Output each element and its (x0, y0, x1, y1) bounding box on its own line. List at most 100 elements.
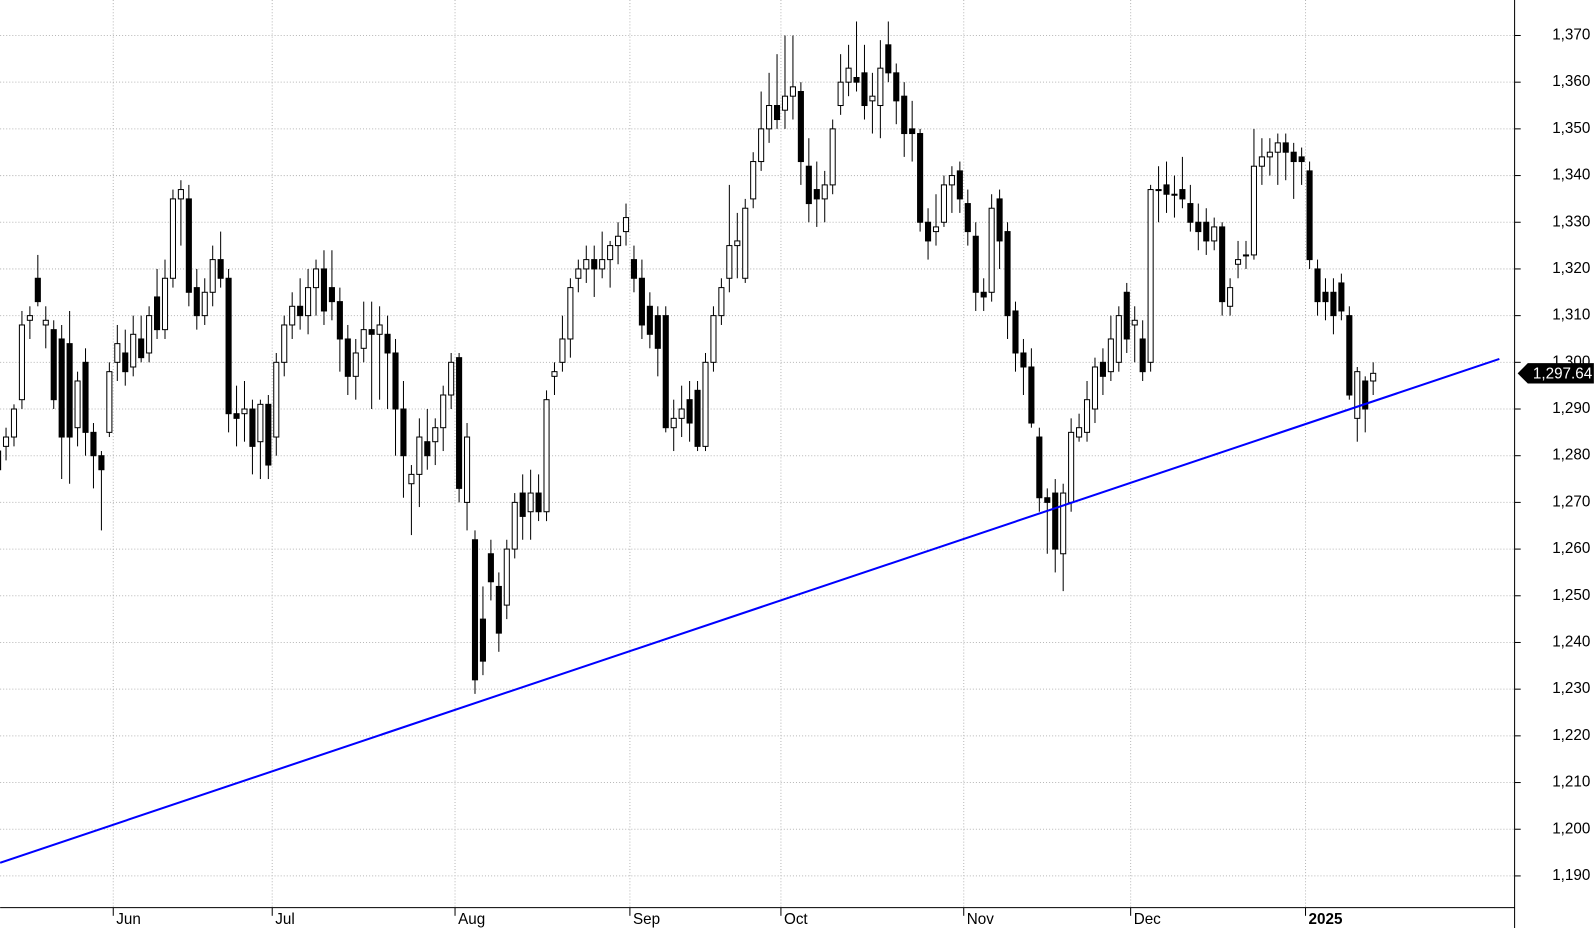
candle-body (1298, 156, 1305, 163)
candle-body (344, 338, 351, 377)
candle-body (980, 291, 987, 298)
candle-body (1322, 291, 1329, 303)
candle-body (726, 245, 733, 279)
candle-body (177, 189, 184, 200)
candle-body (1290, 151, 1297, 163)
candle-body (988, 207, 995, 293)
candle-body (1346, 315, 1353, 396)
y-tick-label: 1,290 (1552, 400, 1590, 417)
candle-body (376, 324, 383, 335)
overlay (0, 357, 1500, 864)
candle-body (352, 352, 359, 377)
candle-body (328, 287, 335, 303)
candle-body (615, 235, 622, 247)
candle-body (1274, 142, 1281, 153)
candle-body (797, 91, 804, 163)
candle-body (1354, 371, 1361, 419)
candle-body (805, 165, 812, 205)
candle-body (599, 259, 606, 270)
y-tick-label: 1,190 (1552, 867, 1590, 884)
candle-body (1306, 170, 1313, 261)
candle-body (368, 329, 375, 335)
x-tick-label: Aug (458, 911, 485, 928)
candle-body (877, 67, 884, 107)
candle-body (734, 240, 741, 247)
candle-body (1187, 203, 1194, 223)
candle-body (710, 315, 717, 363)
candle-body (1036, 436, 1043, 499)
candle-body (1163, 184, 1170, 195)
candle-body (1068, 431, 1075, 503)
candle-body (821, 184, 828, 200)
candle-body (169, 198, 177, 279)
candle-body (1131, 319, 1138, 326)
candle-body (130, 333, 137, 368)
candle-body (495, 585, 502, 634)
candles (0, 21, 1377, 694)
candle-body (917, 133, 924, 223)
candle-body (392, 352, 399, 410)
candle-body (837, 81, 844, 107)
candle-body (122, 352, 129, 373)
candle-body (18, 324, 25, 401)
candle-body (559, 338, 566, 363)
candle-body (114, 343, 121, 363)
candle-body (2, 436, 10, 447)
y-tick-label: 1,240 (1552, 633, 1590, 650)
candle-body (861, 72, 868, 107)
candle-body (853, 76, 860, 83)
candle-body (543, 399, 550, 513)
candle-body (829, 128, 836, 186)
y-tick-label: 1,340 (1552, 167, 1590, 184)
candle-body (940, 184, 948, 223)
candle-body (66, 343, 73, 438)
candle-body (265, 403, 272, 466)
y-tick-label: 1,270 (1552, 493, 1590, 510)
candle-body (1052, 492, 1059, 550)
candle-body (249, 408, 256, 447)
candle-body (320, 268, 328, 312)
candle-body (718, 287, 725, 317)
candle-body (1060, 492, 1067, 555)
candle-body (575, 268, 582, 279)
candle-body (702, 361, 709, 447)
candle-body (1083, 399, 1091, 433)
candle-body (479, 618, 486, 662)
candle-body (646, 305, 653, 335)
candle-body (98, 455, 105, 471)
candle-body (1242, 254, 1250, 257)
candle-body (1028, 366, 1035, 424)
candle-body (463, 436, 471, 503)
candle-body (360, 329, 367, 349)
y-tick-label: 1,210 (1552, 774, 1590, 791)
candle-body (217, 259, 224, 279)
candle-body (1219, 226, 1226, 303)
candle-body (34, 277, 41, 303)
y-tick-label: 1,230 (1552, 680, 1590, 697)
y-tick-label: 1,220 (1552, 727, 1590, 744)
candle-body (1266, 151, 1273, 158)
candle-body (1282, 142, 1289, 153)
candle-body (766, 105, 773, 130)
candle-body (638, 277, 645, 326)
candle-body (1155, 189, 1162, 192)
candle-body (336, 301, 343, 340)
candle-body (1076, 427, 1083, 438)
candle-body (471, 539, 479, 681)
y-tick-label: 1,320 (1552, 260, 1590, 277)
candle-body (670, 417, 677, 429)
candle-body (591, 259, 598, 270)
candle-body (948, 175, 955, 186)
candle-body (1211, 226, 1218, 242)
candle-body (1099, 361, 1106, 377)
candle-body (1044, 497, 1051, 503)
candle-body (845, 67, 852, 83)
candle-body (956, 170, 963, 200)
candle-body (400, 408, 407, 457)
candle-body (424, 441, 431, 457)
candle-body (209, 259, 216, 293)
candle-body (384, 333, 391, 354)
candle-body (1338, 282, 1345, 312)
x-tick-label: Jul (275, 911, 294, 928)
